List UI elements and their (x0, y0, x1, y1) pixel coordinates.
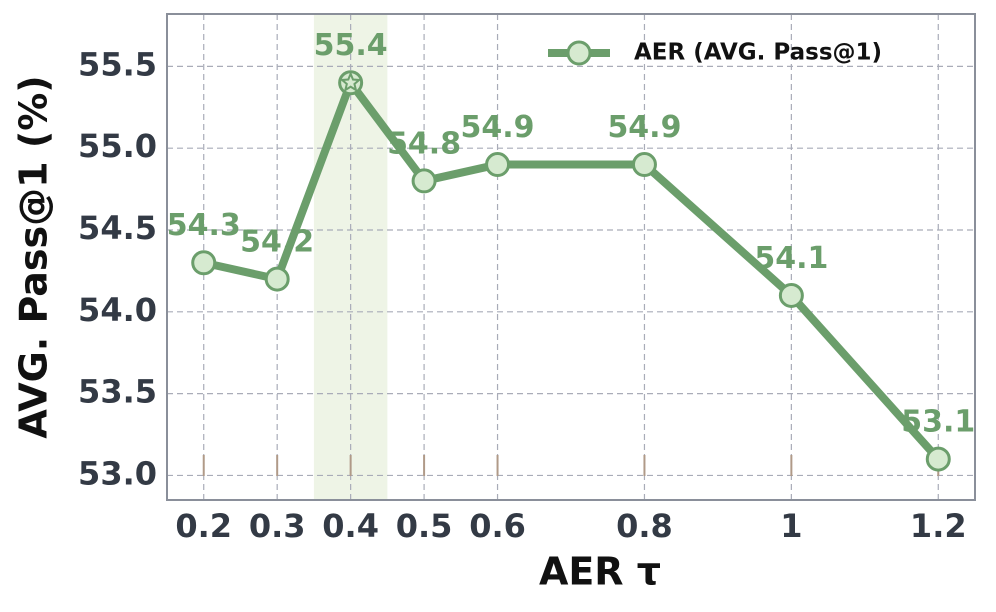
marker (411, 168, 437, 194)
value-label: 54.1 (754, 241, 828, 276)
marker (485, 152, 511, 178)
legend-marker (566, 40, 592, 66)
line (202, 78, 942, 462)
value-label: 54.2 (240, 225, 314, 260)
x-tick-label: 0.3 (249, 507, 306, 545)
x-tick-label: 1.2 (910, 507, 967, 545)
marker (925, 446, 951, 472)
plot-frame (166, 13, 976, 501)
x-tick-label: 0.6 (469, 507, 526, 545)
value-label: 54.9 (607, 110, 681, 145)
y-tick-label: 54.5 (78, 209, 157, 247)
y-tick-label: 53.5 (78, 373, 157, 411)
value-label: 54.8 (387, 126, 461, 161)
y-tick-label: 55.5 (78, 45, 157, 83)
x-tick-label: 0.4 (322, 507, 379, 545)
y-tick-label: 55.0 (78, 127, 157, 165)
x-tick-label: 0.8 (616, 507, 673, 545)
x-tick-label: 1 (780, 507, 802, 545)
value-label: 54.3 (167, 208, 241, 243)
star-marker (339, 71, 362, 93)
value-label: 55.4 (314, 28, 388, 63)
marker (264, 266, 290, 292)
value-label: 54.9 (461, 110, 535, 145)
legend-label: AER (AVG. Pass@1) (634, 40, 882, 66)
value-label: 53.1 (901, 405, 975, 440)
y-axis-label: AVG. Pass@1 (%) (12, 75, 56, 438)
y-tick-label: 53.0 (78, 454, 157, 492)
y-tick-label: 54.0 (78, 291, 157, 329)
x-axis-label: AER τ (539, 550, 661, 594)
x-tick-label: 0.5 (396, 507, 453, 545)
marker (191, 250, 217, 276)
marker (631, 152, 657, 178)
marker (778, 282, 804, 308)
x-tick-label: 0.2 (175, 507, 232, 545)
